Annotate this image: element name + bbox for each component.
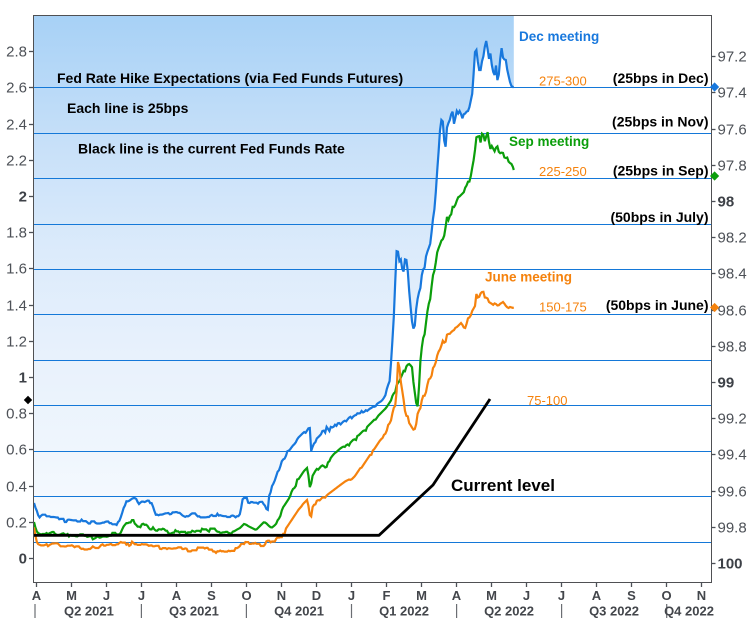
svg-text:(50bps in July): (50bps in July) [610, 209, 708, 225]
svg-text:Dec meeting: Dec meeting [519, 29, 599, 44]
svg-text:2.8: 2.8 [6, 44, 27, 61]
svg-text:M: M [66, 588, 77, 603]
svg-text:Q2 2021: Q2 2021 [64, 604, 114, 618]
svg-text:June meeting: June meeting [485, 270, 572, 285]
svg-text:0.2: 0.2 [6, 515, 27, 532]
svg-text:J: J [138, 588, 145, 603]
svg-text:98.2: 98.2 [718, 230, 747, 247]
svg-text:M: M [416, 588, 427, 603]
svg-text:Sep meeting: Sep meeting [509, 134, 589, 149]
svg-text:Each line is 25bps: Each line is 25bps [67, 100, 189, 116]
svg-text:Q2 2022: Q2 2022 [484, 604, 534, 618]
svg-text:Q3 2022: Q3 2022 [589, 604, 639, 618]
svg-text:D: D [312, 588, 321, 603]
svg-text:N: N [277, 588, 286, 603]
svg-text:F: F [383, 588, 391, 603]
svg-text:97.8: 97.8 [718, 158, 747, 175]
svg-text:1.4: 1.4 [6, 298, 27, 315]
svg-text:98.6: 98.6 [718, 303, 747, 320]
svg-text:Black line is the current Fed: Black line is the current Fed Funds Rate [78, 140, 345, 156]
svg-text:1: 1 [19, 370, 27, 387]
svg-text:100: 100 [718, 556, 743, 573]
svg-text:Q4 2022: Q4 2022 [664, 604, 714, 618]
svg-text:M: M [486, 588, 497, 603]
svg-text:Q3 2021: Q3 2021 [169, 604, 219, 618]
svg-text:97.4: 97.4 [718, 85, 747, 102]
svg-text:O: O [241, 588, 251, 603]
svg-text:J: J [103, 588, 110, 603]
svg-text:2.6: 2.6 [6, 80, 27, 97]
svg-text:2.2: 2.2 [6, 153, 27, 170]
svg-text:N: N [697, 588, 706, 603]
svg-text:J: J [523, 588, 530, 603]
svg-text:0.8: 0.8 [6, 406, 27, 423]
svg-text:0.6: 0.6 [6, 442, 27, 459]
svg-text:75-100: 75-100 [527, 393, 567, 408]
svg-text:0.4: 0.4 [6, 479, 27, 496]
svg-text:(25bps in Nov): (25bps in Nov) [612, 114, 708, 130]
svg-text:0: 0 [19, 551, 27, 568]
svg-text:S: S [207, 588, 216, 603]
svg-text:(25bps in Dec): (25bps in Dec) [613, 70, 709, 86]
svg-text:225-250: 225-250 [539, 164, 587, 179]
svg-text:2.4: 2.4 [6, 117, 27, 134]
svg-text:A: A [452, 588, 462, 603]
svg-text:Fed Rate Hike Expectations (vi: Fed Rate Hike Expectations (via Fed Fund… [57, 70, 403, 86]
svg-text:99: 99 [718, 375, 735, 392]
svg-text:1.2: 1.2 [6, 334, 27, 351]
svg-text:98.8: 98.8 [718, 339, 747, 356]
svg-text:98: 98 [718, 194, 735, 211]
svg-text:(50bps in June): (50bps in June) [606, 297, 709, 313]
svg-text:2: 2 [19, 189, 27, 206]
svg-text:Current level: Current level [451, 476, 555, 495]
svg-text:O: O [661, 588, 671, 603]
svg-text:A: A [172, 588, 182, 603]
svg-text:99.2: 99.2 [718, 411, 747, 428]
svg-text:97.6: 97.6 [718, 122, 747, 139]
svg-text:Q1 2022: Q1 2022 [379, 604, 429, 618]
svg-text:99.8: 99.8 [718, 520, 747, 537]
svg-text:(25bps in Sep): (25bps in Sep) [613, 163, 709, 179]
svg-text:J: J [348, 588, 355, 603]
svg-text:Q4 2021: Q4 2021 [274, 604, 324, 618]
svg-text:J: J [558, 588, 565, 603]
svg-text:99.4: 99.4 [718, 447, 747, 464]
svg-text:99.6: 99.6 [718, 484, 747, 501]
svg-text:S: S [627, 588, 636, 603]
svg-text:98.4: 98.4 [718, 266, 747, 283]
svg-text:A: A [32, 588, 42, 603]
svg-text:150-175: 150-175 [539, 300, 587, 315]
svg-text:1.8: 1.8 [6, 225, 27, 242]
svg-text:97.2: 97.2 [718, 49, 747, 66]
svg-text:1.6: 1.6 [6, 261, 27, 278]
svg-text:A: A [592, 588, 602, 603]
svg-text:275-300: 275-300 [539, 74, 587, 89]
